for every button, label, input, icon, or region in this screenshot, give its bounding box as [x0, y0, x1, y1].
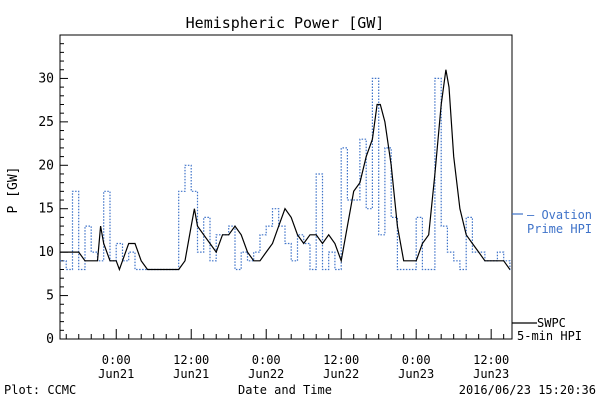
x-tick-time-label: 12:00 [473, 353, 509, 367]
y-tick-label: 20 [38, 158, 54, 173]
y-tick-label: 15 [38, 202, 54, 217]
x-tick-time-label: 0:00 [252, 353, 281, 367]
x-axis-label: Date and Time [238, 383, 332, 397]
legend-ovation-label-line2: Prime HPI [527, 222, 592, 236]
y-axis-label: P [GW] [6, 167, 21, 214]
y-tick-label: 25 [38, 115, 54, 130]
y-tick-label: 30 [38, 71, 54, 86]
legend-swpc-label-line1: SWPC [537, 316, 566, 330]
legend: – Ovation Prime HPI SWPC 5-min HPI [512, 208, 592, 343]
x-tick-time-label: 12:00 [173, 353, 209, 367]
y-tick-label: 5 [46, 289, 54, 304]
x-tick-time-label: 0:00 [402, 353, 431, 367]
plot-frame [59, 34, 513, 340]
y-tick-label: 10 [38, 245, 54, 260]
x-axis: 0:00Jun2112:00Jun210:00Jun2212:00Jun220:… [65, 329, 509, 381]
legend-swpc-label-line2: 5-min HPI [517, 329, 582, 343]
footer-plot-credit: Plot: CCMC [4, 383, 76, 397]
ovation-prime-hpi-line [60, 77, 512, 271]
x-tick-date-label: Jun21 [173, 367, 209, 381]
swpc-5min-hpi-line [60, 69, 511, 272]
x-tick-date-label: Jun22 [248, 367, 284, 381]
x-tick-time-label: 12:00 [323, 353, 359, 367]
chart-title: Hemispheric Power [GW] [186, 14, 385, 32]
x-tick-time-label: 0:00 [102, 353, 131, 367]
x-tick-date-label: Jun22 [323, 367, 359, 381]
y-axis: 0 5 10 15 20 25 30 [38, 34, 68, 347]
legend-ovation-label-line1: – Ovation [527, 208, 592, 222]
x-tick-date-label: Jun23 [473, 367, 509, 381]
x-tick-date-label: Jun21 [98, 367, 134, 381]
y-tick-label: 0 [46, 332, 54, 347]
footer-timestamp: 2016/06/23 15:20:36 [459, 383, 596, 397]
x-tick-date-label: Jun23 [398, 367, 434, 381]
